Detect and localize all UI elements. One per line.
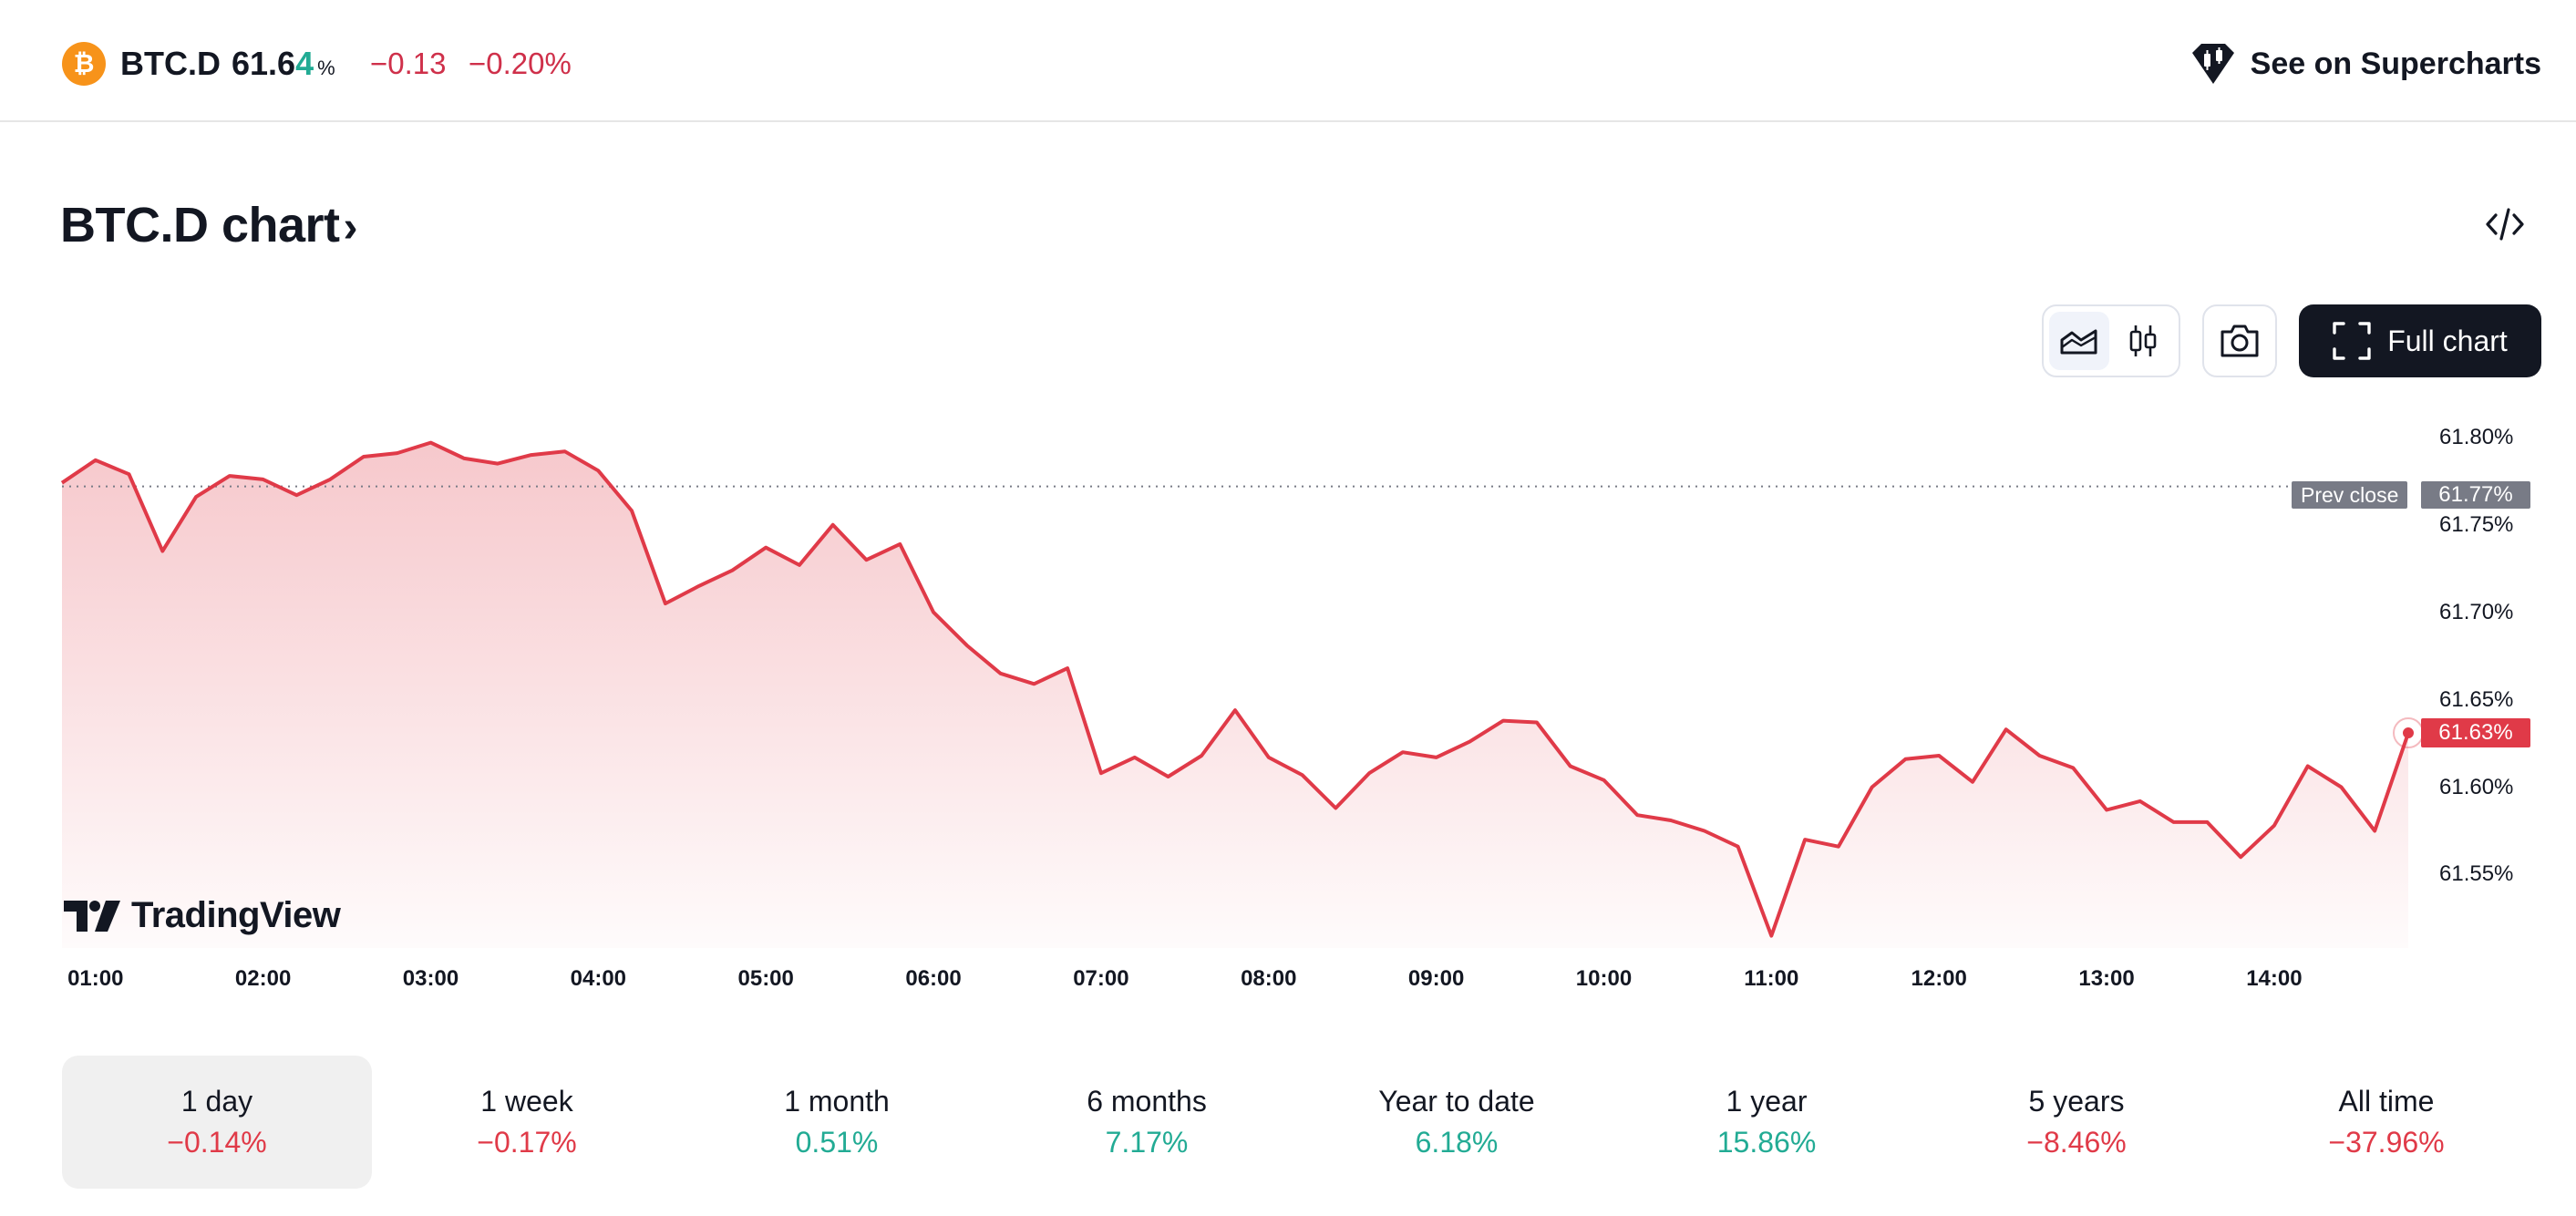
bitcoin-logo-icon: ₿ (62, 42, 106, 86)
change-percent: −0.20% (469, 46, 572, 80)
see-on-supercharts-link[interactable]: See on Supercharts (2189, 40, 2541, 88)
period-button[interactable]: 1 year 15.86% (1612, 1056, 1922, 1189)
x-tick-label: 08:00 (1241, 966, 1297, 991)
period-button[interactable]: 6 months 7.17% (992, 1056, 1302, 1189)
chart-title-link[interactable]: BTC.D chart› (60, 193, 358, 260)
period-change: 0.51% (795, 1126, 879, 1159)
period-label: Year to date (1378, 1085, 1535, 1118)
prev-close-tag: Prev close (2292, 481, 2408, 509)
period-change: 7.17% (1105, 1126, 1189, 1159)
price-unit: % (317, 57, 335, 79)
current-price: 61.64% (232, 42, 335, 90)
x-tick-label: 03:00 (402, 966, 459, 991)
x-tick-label: 14:00 (2246, 966, 2303, 991)
y-tick-label: 61.60% (2439, 774, 2514, 799)
period-label: 1 month (784, 1085, 890, 1118)
chart-title: BTC.D chart (60, 198, 340, 252)
symbol-name[interactable]: BTC.D (120, 45, 221, 82)
period-label: 6 months (1087, 1085, 1207, 1118)
y-tick-label: 61.80% (2439, 424, 2514, 449)
y-tick-label: 61.65% (2439, 686, 2514, 712)
chevron-right-icon: › (343, 203, 358, 252)
period-change: −37.96% (2328, 1126, 2445, 1159)
y-tick-label: 61.55% (2439, 861, 2514, 887)
last-price-tag: 61.63% (2421, 718, 2530, 747)
period-change: −0.14% (167, 1126, 267, 1159)
period-selector: 1 day −0.14% 1 week −0.17% 1 month 0.51% 6 mon… (62, 1056, 2541, 1189)
x-tick-label: 11:00 (1744, 966, 1799, 991)
y-tick-label: 61.75% (2439, 511, 2514, 537)
last-point-dot (2403, 727, 2414, 739)
tradingview-name: TradingView (131, 895, 341, 935)
period-button[interactable]: 1 week −0.17% (372, 1056, 682, 1189)
snapshot-button[interactable] (2202, 304, 2277, 377)
period-change: 15.86% (1716, 1126, 1817, 1159)
price-main: 61.6 (232, 45, 296, 82)
x-tick-label: 10:00 (1575, 966, 1633, 991)
period-button[interactable]: 1 month 0.51% (682, 1056, 992, 1189)
candles-style-button[interactable] (2113, 312, 2173, 370)
period-label: 1 year (1726, 1085, 1808, 1118)
period-button[interactable]: 1 day −0.14% (62, 1056, 372, 1189)
embed-code-icon[interactable] (2483, 202, 2527, 246)
period-label: All time (2338, 1085, 2435, 1118)
price-area-fill (62, 442, 2408, 949)
period-label: 1 day (180, 1085, 253, 1118)
fullscreen-icon (2333, 322, 2371, 360)
full-chart-button[interactable]: Full chart (2299, 304, 2541, 377)
price-chart[interactable] (0, 392, 2576, 957)
price-tick-digit: 4 (295, 45, 314, 82)
change-absolute: −0.13 (370, 46, 447, 80)
period-change: −0.17% (477, 1126, 577, 1159)
x-tick-label: 09:00 (1407, 966, 1465, 991)
x-tick-label: 04:00 (570, 966, 627, 991)
period-button[interactable]: All time −37.96% (2231, 1056, 2541, 1189)
period-button[interactable]: 5 years −8.46% (1922, 1056, 2231, 1189)
period-change: −8.46% (2026, 1126, 2127, 1159)
tradingview-logo-icon (64, 900, 120, 932)
full-chart-label: Full chart (2387, 324, 2508, 357)
supercharts-label: See on Supercharts (2250, 46, 2541, 81)
tradingview-logo[interactable]: TradingView (64, 895, 341, 936)
x-tick-label: 12:00 (1911, 966, 1967, 991)
x-tick-label: 01:00 (67, 966, 124, 991)
x-tick-label: 13:00 (2078, 966, 2135, 991)
price-line (60, 440, 2410, 938)
x-tick-label: 07:00 (1073, 966, 1129, 991)
x-tick-label: 02:00 (234, 966, 292, 991)
candles-icon (2129, 325, 2157, 356)
supercharts-icon (2191, 44, 2234, 84)
chart-style-switcher (2042, 304, 2180, 377)
y-tick-label: 61.70% (2439, 599, 2514, 624)
period-change: 6.18% (1415, 1126, 1499, 1159)
area-style-button[interactable] (2049, 312, 2109, 370)
area-chart-icon (2060, 329, 2097, 355)
prev-close-value: 61.77% (2421, 481, 2530, 509)
period-label: 1 week (480, 1085, 573, 1118)
period-button[interactable]: Year to date 6.18% (1302, 1056, 1612, 1189)
period-label: 5 years (2028, 1085, 2125, 1118)
x-tick-label: 05:00 (737, 966, 794, 991)
symbol-header: ₿ BTC.D 61.64% −0.13 −0.20% See on Super… (0, 0, 2576, 122)
x-tick-label: 06:00 (905, 966, 962, 991)
camera-icon (2221, 325, 2259, 357)
